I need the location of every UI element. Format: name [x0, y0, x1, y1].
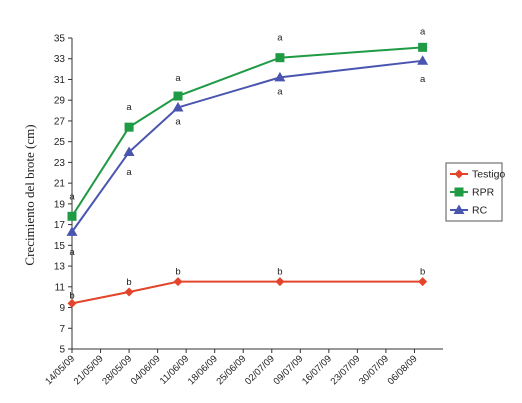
data-point-testigo [173, 277, 183, 287]
x-tick-label: 02/07/09 [243, 353, 277, 387]
data-point-testigo [275, 277, 285, 287]
significance-label: b [420, 267, 425, 278]
x-tick-label: 16/07/09 [300, 353, 334, 387]
x-tick-label: 14/05/09 [43, 353, 77, 387]
significance-label: a [277, 86, 283, 97]
significance-labels: b b b b b a a a a a a a a a a [69, 26, 426, 301]
data-point-rpr [275, 53, 285, 63]
significance-label: a [175, 116, 181, 127]
data-point-rc [274, 71, 286, 82]
legend-marker [453, 204, 465, 214]
data-point-rpr [173, 91, 183, 101]
y-tick-label: 31 [54, 75, 66, 86]
x-tick-label: 23/07/09 [329, 353, 363, 387]
x-tick-label: 11/06/09 [158, 353, 191, 386]
legend-marker [454, 169, 464, 179]
legend: Testigo RPR RC [445, 162, 505, 222]
x-tick-label: 30/07/09 [357, 353, 391, 387]
series-line-testigo [71, 280, 423, 305]
series-markers [66, 42, 429, 308]
x-tick-label: 06/08/09 [386, 353, 420, 387]
y-tick-label: 15 [54, 241, 66, 252]
x-tick-label: 09/07/09 [271, 353, 305, 387]
x-tick-label: 25/06/09 [214, 353, 248, 387]
series-line-rpr [71, 46, 423, 217]
x-tick-label: 04/06/09 [129, 353, 163, 387]
data-point-rpr [418, 42, 428, 52]
y-tick-label: 13 [54, 262, 66, 273]
significance-label: a [175, 73, 181, 84]
data-point-rpr [67, 211, 77, 221]
y-tick-label: 35 [54, 34, 66, 45]
significance-label: a [420, 26, 426, 37]
x-tick-label: 28/05/09 [100, 353, 134, 387]
significance-label: a [126, 102, 132, 113]
data-point-testigo [124, 287, 134, 297]
y-tick-label: 7 [59, 324, 65, 335]
data-point-rc [66, 226, 78, 236]
y-tick-label: 25 [54, 137, 66, 148]
y-tick-label: 33 [54, 54, 66, 65]
y-tick-label: 5 [59, 345, 65, 356]
data-point-rc [172, 101, 184, 112]
significance-label: a [69, 191, 75, 202]
y-tick-label: 17 [54, 220, 66, 231]
data-point-rc [123, 146, 135, 157]
legend-entry: RC [472, 205, 488, 217]
axes: 5 7 9 11 13 15 17 19 21 23 25 27 29 31 33 35 14/05/0921/… [43, 34, 443, 387]
significance-label: b [175, 267, 180, 278]
y-tick-label: 9 [59, 303, 65, 314]
y-tick-label: 11 [55, 282, 66, 293]
significance-label: a [277, 33, 283, 44]
data-point-testigo [67, 298, 77, 308]
y-tick-label: 23 [54, 158, 66, 169]
significance-label: a [420, 74, 426, 85]
x-tick-label: 21/05/09 [72, 353, 106, 387]
y-tick-label: 19 [54, 199, 66, 210]
y-tick-label: 29 [54, 96, 66, 107]
data-point-rc [417, 55, 429, 65]
significance-label: b [277, 267, 282, 278]
series-lines [71, 46, 423, 305]
significance-label: b [69, 290, 74, 301]
data-point-testigo [418, 277, 428, 287]
significance-label: b [126, 277, 131, 288]
series-line-rc [71, 59, 423, 233]
significance-label: a [126, 167, 132, 178]
x-tick-label: 18/06/09 [186, 353, 220, 387]
legend-marker [454, 187, 464, 197]
legend-entry: Testigo [472, 169, 505, 181]
legend-entry: RPR [472, 187, 495, 199]
y-axis-label: Crecimiento del brote (cm) [22, 124, 37, 265]
data-point-rpr [124, 122, 134, 132]
y-tick-label: 27 [54, 116, 66, 127]
y-tick-label: 21 [54, 179, 66, 190]
significance-label: a [69, 247, 75, 258]
